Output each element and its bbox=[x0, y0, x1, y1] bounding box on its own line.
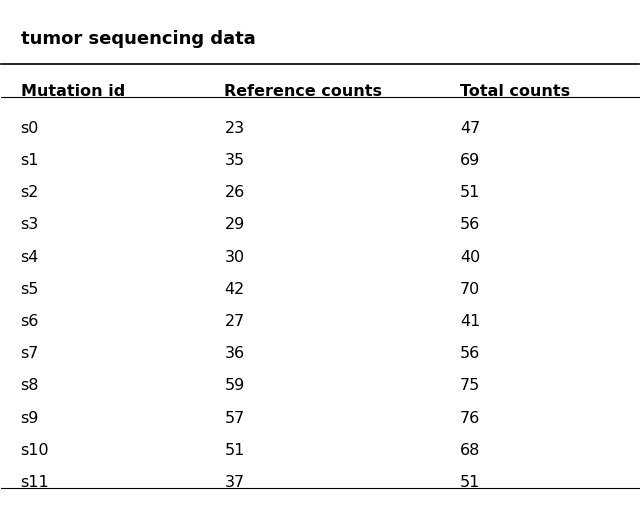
Text: Total counts: Total counts bbox=[460, 85, 570, 100]
Text: 23: 23 bbox=[225, 121, 244, 136]
Text: 51: 51 bbox=[460, 475, 481, 490]
Text: s4: s4 bbox=[20, 250, 39, 265]
Text: 41: 41 bbox=[460, 314, 481, 329]
Text: 36: 36 bbox=[225, 346, 244, 361]
Text: 68: 68 bbox=[460, 443, 481, 458]
Text: 30: 30 bbox=[225, 250, 244, 265]
Text: 47: 47 bbox=[460, 121, 481, 136]
Text: 59: 59 bbox=[225, 378, 244, 394]
Text: s6: s6 bbox=[20, 314, 39, 329]
Text: 27: 27 bbox=[225, 314, 244, 329]
Text: 42: 42 bbox=[225, 282, 244, 297]
Text: s3: s3 bbox=[20, 217, 39, 232]
Text: 75: 75 bbox=[460, 378, 481, 394]
Text: s8: s8 bbox=[20, 378, 39, 394]
Text: 51: 51 bbox=[225, 443, 244, 458]
Text: 70: 70 bbox=[460, 282, 481, 297]
Text: tumor sequencing data: tumor sequencing data bbox=[20, 30, 255, 48]
Text: s9: s9 bbox=[20, 410, 39, 425]
Text: 29: 29 bbox=[225, 217, 244, 232]
Text: 26: 26 bbox=[225, 185, 244, 200]
Text: s5: s5 bbox=[20, 282, 39, 297]
Text: 51: 51 bbox=[460, 185, 481, 200]
Text: 57: 57 bbox=[225, 410, 244, 425]
Text: 56: 56 bbox=[460, 346, 481, 361]
Text: Reference counts: Reference counts bbox=[225, 85, 383, 100]
Text: 37: 37 bbox=[225, 475, 244, 490]
Text: s11: s11 bbox=[20, 475, 49, 490]
Text: s2: s2 bbox=[20, 185, 39, 200]
Text: 69: 69 bbox=[460, 153, 481, 168]
Text: 76: 76 bbox=[460, 410, 481, 425]
Text: s10: s10 bbox=[20, 443, 49, 458]
Text: Mutation id: Mutation id bbox=[20, 85, 125, 100]
Text: s7: s7 bbox=[20, 346, 39, 361]
Text: s0: s0 bbox=[20, 121, 39, 136]
Text: 56: 56 bbox=[460, 217, 481, 232]
Text: s1: s1 bbox=[20, 153, 39, 168]
Text: 35: 35 bbox=[225, 153, 244, 168]
Text: 40: 40 bbox=[460, 250, 481, 265]
